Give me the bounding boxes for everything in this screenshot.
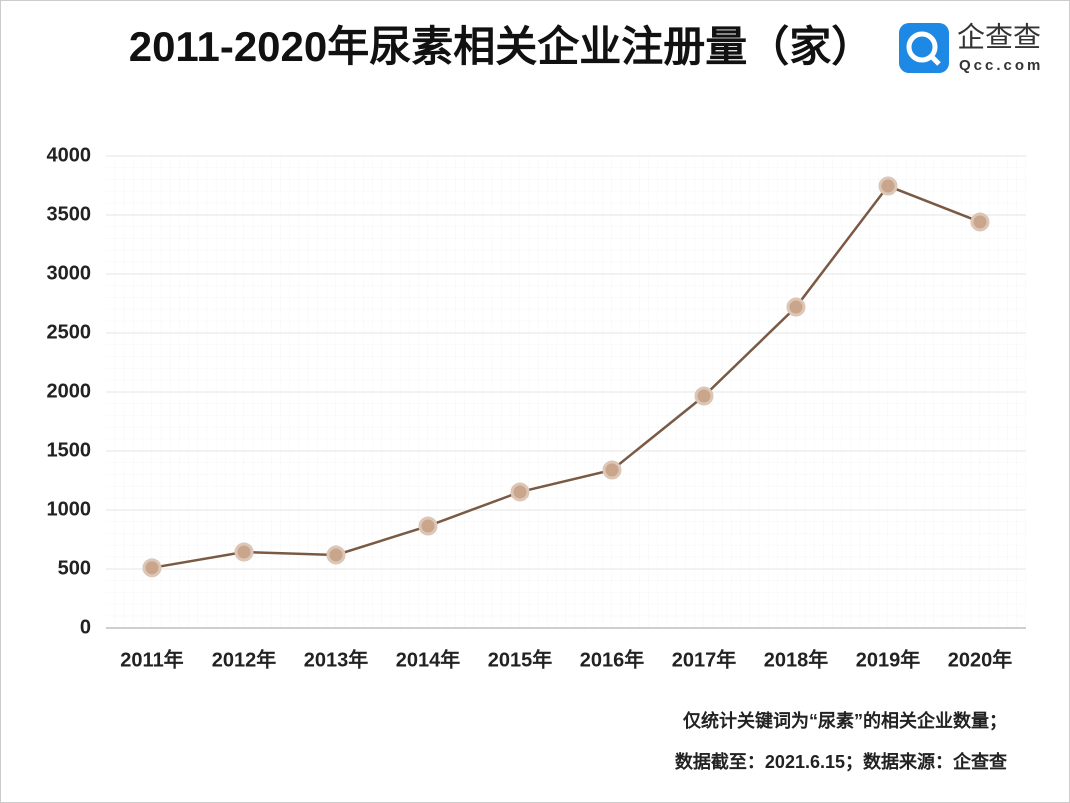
x-tick-label: 2016年	[580, 647, 645, 671]
marker	[786, 297, 806, 317]
x-tick-label: 2012年	[212, 647, 277, 671]
marker	[602, 460, 622, 480]
line	[151, 184, 981, 570]
x-tick-label: 2017年	[672, 647, 737, 671]
y-tick-label: 1000	[47, 498, 92, 520]
marker	[326, 545, 346, 565]
logo: 企查查 Qcc.com	[899, 21, 1043, 74]
marker	[878, 176, 898, 196]
x-tick-label: 2020年	[948, 647, 1013, 671]
y-tick-label: 3000	[47, 262, 92, 284]
y-tick-label: 4000	[47, 144, 92, 166]
marker	[142, 558, 162, 578]
y-tick-label: 1500	[47, 439, 92, 461]
logo-name: 企查查	[957, 21, 1041, 52]
x-tick-label: 2015年	[488, 647, 553, 671]
marker	[510, 482, 530, 502]
marker	[970, 212, 990, 232]
chart-title: 2011-2020年尿素相关企业注册量（家）	[128, 23, 874, 70]
note: 仅统计关键词为“尿素”的相关企业数量；	[683, 711, 1007, 731]
marker	[694, 386, 714, 406]
logo-icon	[899, 23, 949, 73]
x-tick-label: 2019年	[856, 647, 921, 671]
y-tick-label: 3500	[47, 203, 92, 225]
x-tick-label: 2011年	[120, 647, 183, 671]
x-tick-label: 2014年	[396, 647, 461, 671]
y-tick-label: 2500	[47, 321, 92, 343]
y-tick-label: 500	[58, 557, 91, 579]
logo-icon	[906, 31, 938, 63]
marker	[418, 516, 438, 536]
marker	[234, 542, 254, 562]
logo-icon	[928, 53, 941, 66]
x-tick-label: 2018年	[764, 647, 829, 671]
y-tick-label: 2000	[47, 380, 92, 402]
logo-domain: Qcc.com	[959, 57, 1043, 74]
y-tick-label: 0	[80, 616, 91, 638]
note: 数据截至：2021.6.15；数据来源：企查查	[674, 752, 1007, 772]
x-tick-label: 2013年	[304, 647, 369, 671]
